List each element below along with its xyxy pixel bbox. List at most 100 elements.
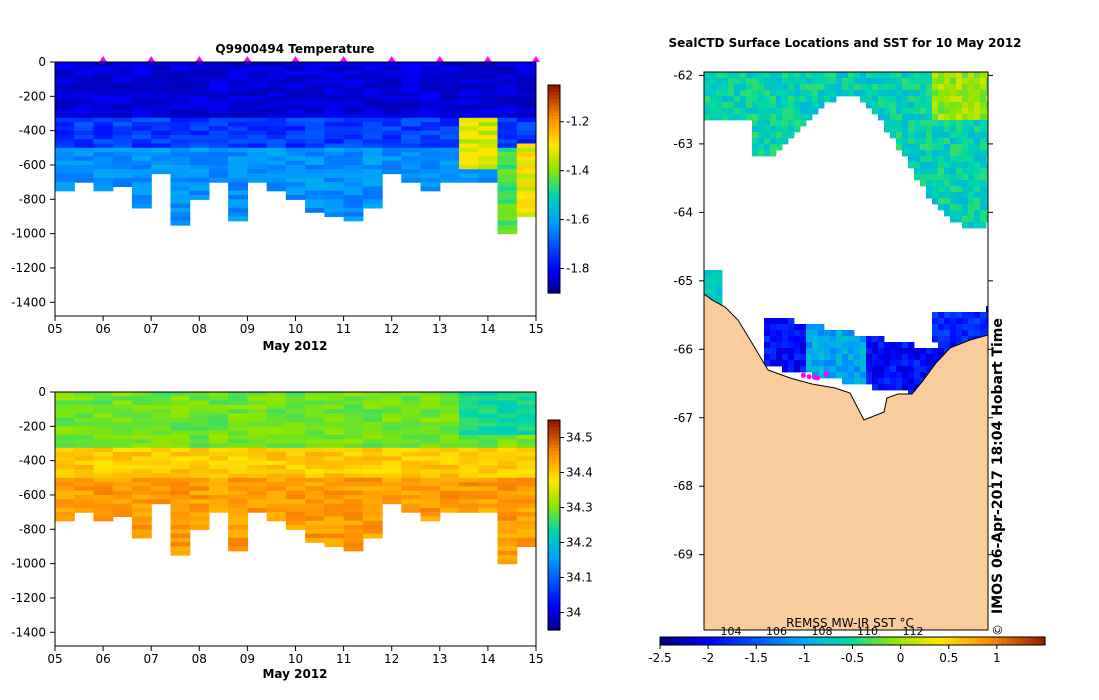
section-cell xyxy=(151,447,172,453)
section-cell xyxy=(170,533,191,539)
section-cell xyxy=(55,182,75,188)
section-cell xyxy=(516,413,536,419)
section-cell xyxy=(362,96,383,102)
sst-pixel xyxy=(878,72,885,79)
sst-pixel xyxy=(980,174,987,181)
section-cell xyxy=(189,520,210,526)
section-cell xyxy=(247,169,268,175)
section-cell xyxy=(420,152,441,157)
section-cell xyxy=(478,152,499,157)
section-cell xyxy=(189,195,210,200)
section-cell xyxy=(189,122,210,127)
sst-pixel xyxy=(986,306,988,313)
sst-pixel xyxy=(974,192,981,199)
section-cell xyxy=(131,83,152,89)
section-cell xyxy=(55,464,75,470)
section-cell xyxy=(228,62,248,67)
section-cell xyxy=(131,173,152,179)
section-cell xyxy=(228,216,248,222)
section-cell xyxy=(516,426,536,432)
section-cell xyxy=(420,87,441,93)
sst-pixel xyxy=(884,84,891,91)
sst-pixel xyxy=(866,336,873,343)
section-cell xyxy=(362,494,383,500)
sst-pixel xyxy=(764,78,771,85)
section-cell xyxy=(266,109,287,115)
section-cell xyxy=(228,190,248,196)
sst-pixel xyxy=(914,102,921,109)
y-tick-label: -1200 xyxy=(11,591,46,605)
colorbar-segment xyxy=(548,182,560,187)
section-cell xyxy=(382,139,402,145)
section-cell xyxy=(285,92,306,97)
colorbar-segment xyxy=(548,490,560,495)
section-cell xyxy=(343,452,364,457)
sst-pixel xyxy=(980,114,987,121)
section-cell xyxy=(324,460,345,466)
sst-pixel xyxy=(932,150,939,157)
sst-pixel xyxy=(788,72,795,79)
section-cell xyxy=(247,122,268,127)
sst-pixel xyxy=(776,96,783,103)
section-cell xyxy=(228,207,248,213)
sst-pixel xyxy=(776,144,783,151)
sst-pixel xyxy=(776,120,783,127)
section-cell xyxy=(497,199,518,205)
sst-pixel xyxy=(782,324,789,331)
sst-pixel xyxy=(920,120,927,127)
section-cell xyxy=(324,443,345,449)
section-cell xyxy=(247,392,268,397)
section-cell xyxy=(189,434,210,440)
section-cell xyxy=(285,173,306,179)
section-cell xyxy=(497,83,518,89)
sst-pixel xyxy=(776,348,783,355)
section-cell xyxy=(516,439,536,445)
section-cell xyxy=(208,404,229,410)
sst-pixel xyxy=(902,108,909,115)
sst-pixel xyxy=(728,96,735,103)
sst-pixel xyxy=(968,132,975,139)
section-cell xyxy=(170,182,191,188)
section-cell xyxy=(208,439,229,445)
section-cell xyxy=(401,156,422,162)
section-cell xyxy=(401,460,422,466)
sst-pixel xyxy=(932,156,939,163)
section-cell xyxy=(93,87,114,93)
section-cell xyxy=(459,482,479,487)
sst-pixel xyxy=(782,318,789,325)
section-cell xyxy=(343,520,364,526)
section-cell xyxy=(324,199,345,205)
section-cell xyxy=(324,195,345,200)
colorbar-segment xyxy=(987,637,993,645)
sst-pixel xyxy=(884,126,891,133)
section-cell xyxy=(208,409,229,415)
section-cell xyxy=(93,173,114,179)
sst-pixel xyxy=(806,360,813,367)
section-cell xyxy=(112,426,133,432)
y-tick-label: -1400 xyxy=(11,295,46,309)
sst-pixel xyxy=(944,150,951,157)
sst-pixel xyxy=(986,210,988,217)
section-cell xyxy=(516,447,536,453)
sst-pixel xyxy=(896,138,903,145)
section-cell xyxy=(151,74,172,80)
section-cell xyxy=(382,490,402,496)
section-cell xyxy=(343,190,364,196)
sst-pixel xyxy=(914,72,921,79)
sst-pixel xyxy=(722,72,729,79)
section-cell xyxy=(170,113,191,119)
sst-pixel xyxy=(914,156,921,163)
section-cell xyxy=(497,512,518,518)
section-cell xyxy=(497,216,518,222)
section-cell xyxy=(131,143,152,149)
section-cell xyxy=(382,469,402,475)
sst-pixel xyxy=(914,360,921,367)
section-cell xyxy=(55,499,75,505)
colorbar-segment xyxy=(679,637,685,645)
sst-pixel xyxy=(902,78,909,85)
section-cell xyxy=(516,392,536,397)
sst-pixel xyxy=(812,102,819,109)
sst-pixel xyxy=(866,348,873,355)
sst-pixel xyxy=(860,96,867,103)
colorbar-segment xyxy=(548,247,560,252)
